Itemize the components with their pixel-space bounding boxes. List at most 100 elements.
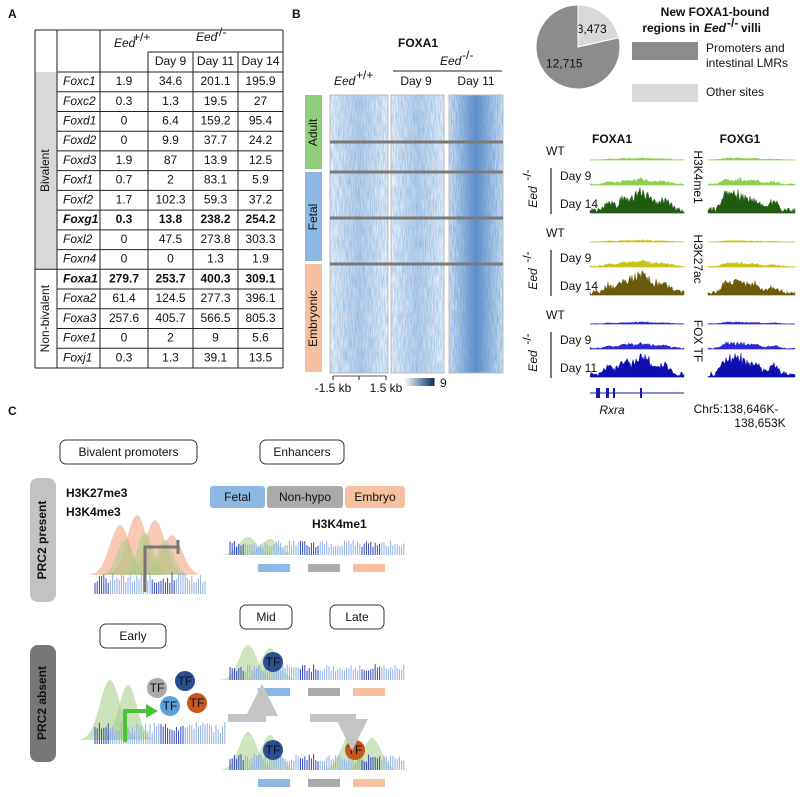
cell-value: 1.9 <box>116 74 133 88</box>
cell-value: 0 <box>121 331 128 345</box>
cell-value: 95.4 <box>249 113 273 127</box>
cell-value: 0 <box>167 252 174 266</box>
callout-box <box>99 623 167 649</box>
cell-value: 277.3 <box>200 291 230 305</box>
cell-value: 83.1 <box>204 173 228 187</box>
gene-name: Foxf1 <box>63 173 93 187</box>
cluster-bar <box>305 95 322 169</box>
heatmap-texture <box>391 95 444 373</box>
cell-value: 0.3 <box>116 212 133 226</box>
pie-slice <box>577 4 620 48</box>
state-label: PRC2 present <box>35 501 49 580</box>
tf <box>187 693 207 713</box>
cluster-label: Adult <box>306 118 320 146</box>
pie-label: 3,473 <box>577 22 607 36</box>
track-row-label: Day 9 <box>560 333 592 347</box>
track-row-label: WT <box>546 144 565 158</box>
callout-label: Enhancers <box>273 445 330 459</box>
histone-label: H3K4me3 <box>66 505 121 519</box>
cell-value: 59.3 <box>204 192 228 206</box>
cell-value: 400.3 <box>200 271 230 285</box>
colorbar-label: 9 <box>440 376 447 390</box>
cluster-bar <box>305 264 322 372</box>
enhancer-box <box>258 779 290 787</box>
track-group-label: -/- <box>520 333 534 344</box>
cell-value: 39.1 <box>204 350 228 364</box>
track-mark-label: H3K27ac <box>691 234 705 283</box>
heatmap-header: -/- <box>462 48 473 62</box>
heatmap-frame <box>448 94 504 374</box>
cell-value: 27 <box>254 94 268 108</box>
enhancer-label: Non-hypo <box>279 490 331 504</box>
exon <box>596 388 600 398</box>
track-row-label: WT <box>546 308 565 322</box>
tf-label: TF <box>348 743 363 757</box>
enhancer-label: Fetal <box>224 490 251 504</box>
cluster-bar <box>305 172 322 261</box>
track-signal <box>707 321 796 325</box>
track-row-label: WT <box>546 226 565 240</box>
gene-name: Foxf2 <box>63 192 93 206</box>
cluster-divider <box>330 216 503 220</box>
heatmap-title: FOXA1 <box>398 36 438 50</box>
state-bar <box>30 645 56 762</box>
cell-value: 309.1 <box>245 271 275 285</box>
cell-value: 303.3 <box>245 232 275 246</box>
cell-value: 1.3 <box>207 252 224 266</box>
peak <box>345 738 399 770</box>
cell-value: 195.9 <box>245 74 275 88</box>
tf-label: TF <box>266 655 281 669</box>
cell-value: 37.7 <box>204 133 228 147</box>
cell-value: 9 <box>212 331 219 345</box>
tf <box>160 696 180 716</box>
cell-value: 566.5 <box>200 311 230 325</box>
track-group-label: -/- <box>520 251 534 262</box>
header: Eed <box>114 36 136 50</box>
cell-value: 24.2 <box>249 133 273 147</box>
heatmap-frame <box>329 94 389 374</box>
callout-label: Early <box>119 629 146 643</box>
track-signal <box>589 321 685 325</box>
state-label: PRC2 absent <box>35 666 49 740</box>
pie-title: New FOXA1-bound <box>661 5 770 19</box>
callout-box <box>259 439 345 465</box>
cell-value: 13.5 <box>249 350 273 364</box>
cell-value: 273.8 <box>200 232 230 246</box>
heatmap-header: Day 11 <box>457 74 494 88</box>
track-group-label: Eed <box>526 268 540 290</box>
heatmap-header: Day 9 <box>400 74 432 88</box>
callout-label: Bivalent promoters <box>78 445 178 459</box>
enhancer-box <box>258 564 290 572</box>
callout-box <box>59 439 198 465</box>
tss-arrow <box>146 704 158 718</box>
cell-value: 238.2 <box>200 212 230 226</box>
tss-active <box>123 709 148 742</box>
cell-value: 396.1 <box>245 291 275 305</box>
legend-label: Other sites <box>706 85 764 99</box>
gene-name: Foxn4 <box>63 252 97 266</box>
enhancer-type <box>345 486 405 508</box>
axis-label: -1.5 kb <box>315 381 352 395</box>
cell-value: 405.7 <box>155 311 185 325</box>
track-signal <box>707 189 796 214</box>
heatmap-texture <box>330 95 388 373</box>
panel-label: B <box>292 7 301 21</box>
cell-value: 0 <box>121 232 128 246</box>
gene-name: Foxa1 <box>63 271 98 285</box>
exon <box>613 388 615 398</box>
gene-name: Foxj1 <box>63 350 92 364</box>
gene-name: Foxc2 <box>63 94 96 108</box>
cell-value: 37.2 <box>249 192 273 206</box>
enhancer-box <box>258 688 290 696</box>
cluster-label: Fetal <box>306 204 320 231</box>
track-signal <box>589 259 685 268</box>
cell-value: 1.9 <box>252 252 269 266</box>
header: +/+ <box>133 30 150 44</box>
pie-title: Eed <box>704 21 727 35</box>
gene-name: Foxd3 <box>63 153 97 167</box>
gene-name: Foxc1 <box>63 74 96 88</box>
track-mark-label: FOX TF <box>691 320 705 362</box>
legend-label: intestinal LMRs <box>706 56 788 70</box>
track-signal <box>707 278 796 296</box>
